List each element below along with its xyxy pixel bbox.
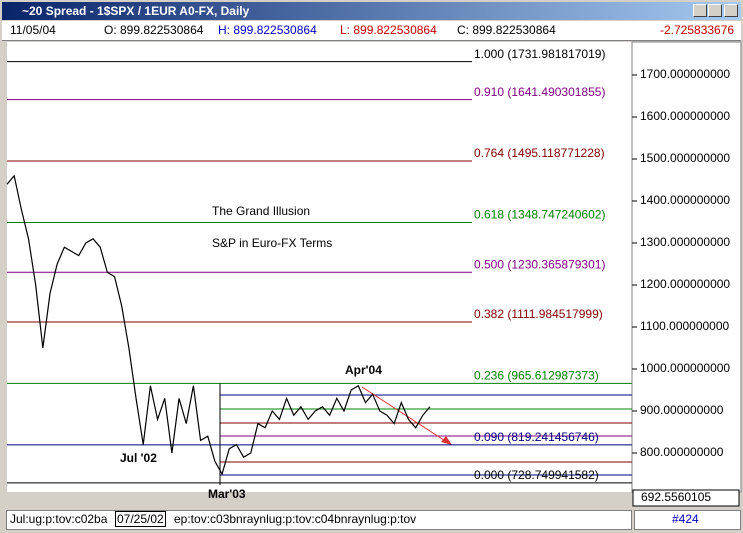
date-left: Jul:ug:p:tov:c02ba [10,512,108,526]
last-value-box [632,489,740,507]
minimize-button[interactable] [693,4,707,17]
annotation: Jul '02 [120,451,157,465]
y-tick-label: 1700.000000000 [640,67,730,81]
y-tick-label: 900.000000000 [640,403,724,417]
y-tick-label: 1600.000000000 [640,109,730,123]
fib-label: 0.618 (1348.747240602) [474,208,605,222]
fib-label: 0.500 (1230.365879301) [474,257,605,271]
price-line [6,174,431,476]
maximize-button[interactable] [708,4,722,17]
fib-label: 0.764 (1495.118771228) [474,146,605,160]
fib-label: 0.382 (1111.984517999) [474,307,603,321]
date-cursor: 07/25/02 [115,511,166,527]
fib-label: 1.000 (1731.981817019) [474,47,605,61]
y-tick-label: 1100.000000000 [640,319,730,333]
high: H: 899.822530864 [218,23,317,37]
annotation: Apr'04 [345,363,382,377]
date-bar: Jul:ug:p:tov:c02ba 07/25/02 ep:tov:c03bn… [2,508,741,531]
last-value: 692.5560105 [641,490,711,504]
y-tick-label: 800.000000000 [640,445,724,459]
arrow [361,386,451,445]
change: -2.725833676 [660,23,735,37]
y-tick-label: 1200.000000000 [640,277,730,291]
title-bar: ~20 Spread - 1$SPX / 1EUR A0-FX, Daily [2,2,741,20]
date: 11/05/04 [10,23,56,37]
close-button[interactable] [724,4,738,17]
y-tick-label: 1500.000000000 [640,151,730,165]
open: O: 899.822530864 [104,23,204,37]
plot-area [7,42,632,492]
window-title: ~20 Spread - 1$SPX / 1EUR A0-FX, Daily [22,4,250,18]
info-bar: 11/05/04 O: 899.822530864 H: 899.8225308… [2,21,741,41]
price-axis [631,41,742,493]
chart-title: The Grand Illusion [212,204,310,218]
y-tick-label: 1300.000000000 [640,235,730,249]
secondary-fib [219,383,632,485]
bar-count: #424 [672,512,699,526]
date-right: ep:tov:c03bnraynlug:p:tov:c04bnraynlug:p… [174,512,417,526]
fib-label: 0.910 (1641.490301855) [474,85,605,99]
close: C: 899.822530864 [457,23,556,37]
chart-subtitle: S&P in Euro-FX Terms [212,236,332,250]
y-tick-label: 1000.000000000 [640,361,730,375]
annotation: Mar'03 [208,487,246,501]
low: L: 899.822530864 [340,23,437,37]
count-box [634,510,741,530]
y-tick-label: 1400.000000000 [640,193,730,207]
fib-label: 0.090 (819.241456746) [474,430,599,444]
arrow-head [441,436,452,445]
chart: 1700.000000000 1600.000000000 1500.0000000… [6,41,742,507]
fib-label: 0.000 (728.749941582) [474,468,599,482]
fib-label: 0.236 (965.612987373) [474,369,599,383]
